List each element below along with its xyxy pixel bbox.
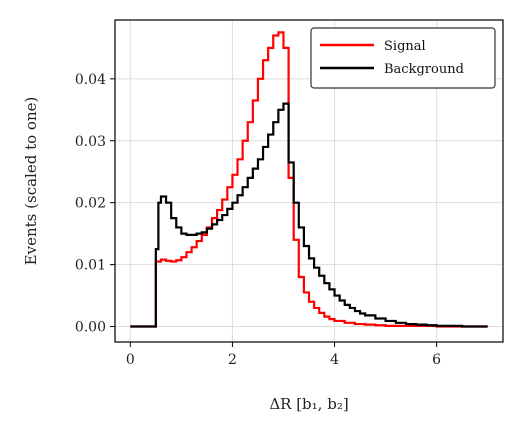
legend-label-background: Background bbox=[384, 62, 464, 77]
x-tick-label: 6 bbox=[432, 352, 441, 368]
series-line-background bbox=[130, 102, 488, 328]
y-tick-label: 0.00 bbox=[75, 320, 106, 336]
x-tick-label: 4 bbox=[330, 352, 339, 368]
y-axis-label: Events (scaled to one) bbox=[22, 97, 40, 266]
series-line-signal bbox=[130, 31, 488, 328]
y-tick-label: 0.04 bbox=[75, 72, 106, 88]
legend-frame bbox=[310, 27, 496, 89]
plot-area bbox=[130, 31, 488, 328]
ticks: 0 2 4 6 0.00 0.01 0.02 0.03 0.04 bbox=[75, 72, 441, 368]
x-tick-label: 0 bbox=[126, 352, 135, 368]
y-tick-label: 0.01 bbox=[75, 258, 106, 274]
legend-label-signal: Signal bbox=[384, 39, 426, 54]
y-tick-label: 0.02 bbox=[75, 196, 106, 212]
legend: Signal Background bbox=[310, 27, 496, 89]
x-axis-label: ΔR [b₁, b₂] bbox=[269, 395, 348, 413]
y-tick-label: 0.03 bbox=[75, 134, 106, 150]
axes-frame bbox=[114, 19, 504, 343]
x-tick-label: 2 bbox=[228, 352, 237, 368]
